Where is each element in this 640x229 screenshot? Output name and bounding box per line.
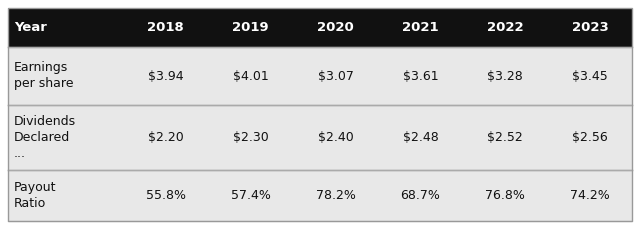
Text: 68.7%: 68.7% [401, 189, 440, 202]
Bar [548, 47, 632, 105]
Bar [548, 105, 632, 170]
Text: 76.8%: 76.8% [485, 189, 525, 202]
Bar [124, 8, 208, 47]
Text: $2.52: $2.52 [488, 131, 524, 144]
Text: 2019: 2019 [232, 21, 269, 34]
Bar [8, 170, 124, 221]
Bar [548, 8, 632, 47]
Bar [378, 8, 463, 47]
Bar [8, 47, 124, 105]
Text: 78.2%: 78.2% [316, 189, 356, 202]
Text: 2020: 2020 [317, 21, 354, 34]
Text: $3.28: $3.28 [488, 69, 524, 82]
Text: $3.94: $3.94 [148, 69, 184, 82]
Text: $3.61: $3.61 [403, 69, 438, 82]
Text: $3.45: $3.45 [572, 69, 608, 82]
Bar [463, 8, 548, 47]
Bar [208, 170, 293, 221]
Bar [8, 105, 124, 170]
Bar [124, 47, 208, 105]
Bar [548, 170, 632, 221]
Text: $2.56: $2.56 [572, 131, 608, 144]
Bar [378, 170, 463, 221]
Text: 2023: 2023 [572, 21, 608, 34]
Bar [293, 170, 378, 221]
Text: Earnings
per share: Earnings per share [14, 62, 74, 90]
Bar [378, 47, 463, 105]
Text: 57.4%: 57.4% [231, 189, 271, 202]
Text: Year: Year [14, 21, 47, 34]
Bar [8, 8, 124, 47]
Bar [463, 170, 548, 221]
Bar [463, 47, 548, 105]
Bar [293, 47, 378, 105]
Text: 2018: 2018 [147, 21, 184, 34]
Bar [124, 105, 208, 170]
Bar [208, 105, 293, 170]
Text: Payout
Ratio: Payout Ratio [14, 181, 56, 210]
Text: 55.8%: 55.8% [146, 189, 186, 202]
Bar [208, 47, 293, 105]
Text: $2.20: $2.20 [148, 131, 184, 144]
Text: 74.2%: 74.2% [570, 189, 610, 202]
Text: $4.01: $4.01 [233, 69, 269, 82]
Text: $2.40: $2.40 [317, 131, 353, 144]
Text: Dividends
Declared
...: Dividends Declared ... [14, 115, 76, 160]
Text: $2.30: $2.30 [233, 131, 269, 144]
Text: 2022: 2022 [487, 21, 524, 34]
Text: $3.07: $3.07 [317, 69, 353, 82]
Bar [293, 8, 378, 47]
Bar [208, 8, 293, 47]
Bar [463, 105, 548, 170]
Text: 2021: 2021 [402, 21, 439, 34]
Bar [378, 105, 463, 170]
Bar [124, 170, 208, 221]
Text: $2.48: $2.48 [403, 131, 438, 144]
Bar [293, 105, 378, 170]
